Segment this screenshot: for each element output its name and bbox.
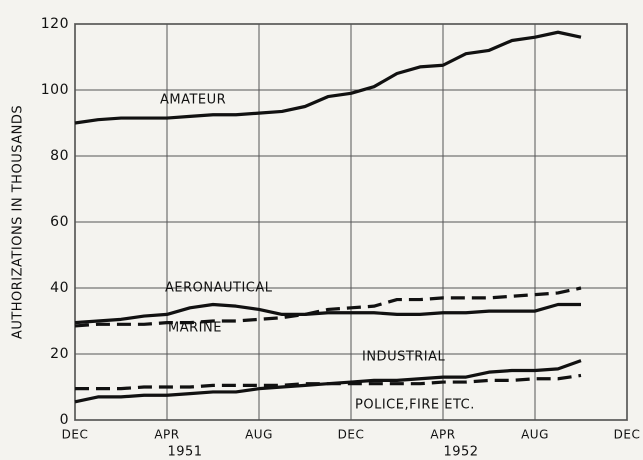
year-label: 1952 [443,445,478,460]
x-tick-label: APR [154,428,179,442]
y-tick-label: 60 [50,214,69,230]
series-label: AMATEUR [160,93,226,108]
x-tick-label: AUG [245,428,273,442]
series-label: AERONAUTICAL [165,281,273,296]
y-tick-label: 100 [41,82,69,98]
series-label: MARINE [168,321,222,336]
y-tick-label: 0 [60,412,69,428]
series-line [74,286,582,328]
x-tick-label: AUG [521,428,549,442]
x-tick-label: DEC [62,428,89,442]
year-label: 1951 [167,445,202,460]
series-label: POLICE,FIRE ETC. [355,398,475,413]
series-line [75,373,582,391]
x-tick-label: DEC [338,428,365,442]
y-tick-label: 120 [41,16,69,32]
x-tick-label: APR [430,428,455,442]
y-tick-label: 20 [50,346,69,362]
x-tick-label: DEC [614,428,641,442]
y-axis-label: AUTHORIZATIONS IN THOUSANDS [11,105,26,339]
series-line [74,30,582,125]
y-tick-label: 40 [50,280,69,296]
series-line [74,302,581,325]
y-tick-label: 80 [50,148,69,164]
series-label: INDUSTRIAL [362,350,446,365]
